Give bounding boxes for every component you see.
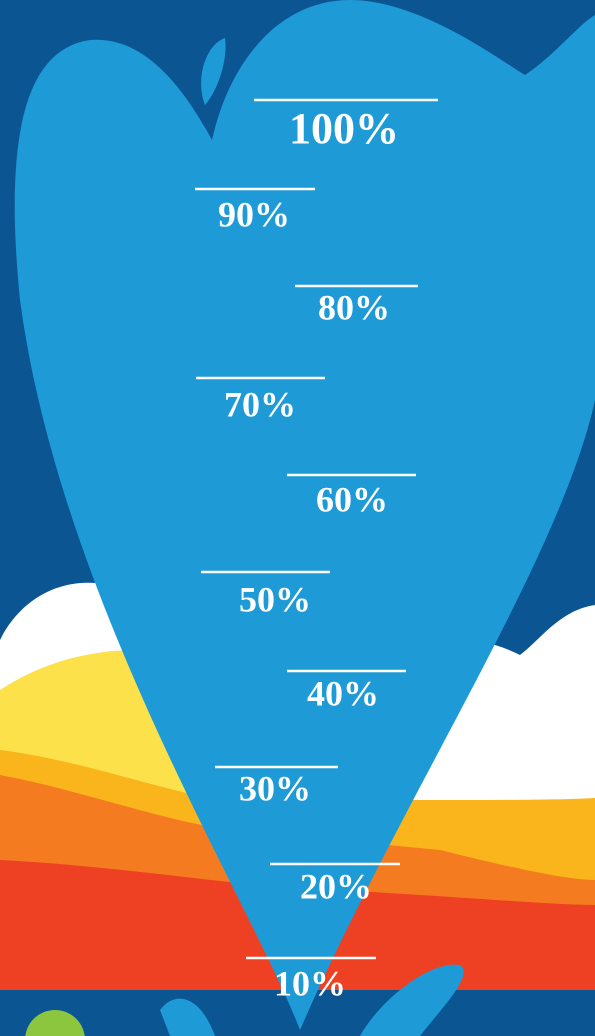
logo-fragment	[25, 1010, 85, 1036]
water-drop	[14, 0, 595, 1030]
splash-top	[201, 38, 226, 105]
level-label: 40%	[307, 673, 379, 713]
level-label: 50%	[239, 579, 311, 619]
level-label: 100%	[289, 104, 399, 153]
splash-right	[360, 964, 464, 1036]
level-label: 20%	[300, 866, 372, 906]
level-label: 90%	[218, 194, 290, 234]
level-label: 30%	[239, 768, 311, 808]
level-label: 80%	[318, 287, 390, 327]
splash-left	[160, 998, 215, 1036]
level-label: 60%	[316, 479, 388, 519]
level-label: 70%	[224, 384, 296, 424]
level-label: 10%	[274, 963, 346, 1003]
